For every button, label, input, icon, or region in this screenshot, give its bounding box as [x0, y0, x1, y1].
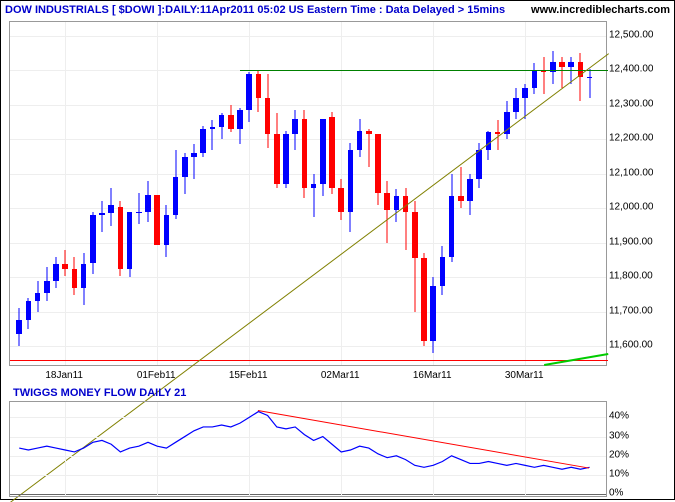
x-tick-label: 30Mar11 [505, 370, 544, 381]
x-tick-label: 15Feb11 [229, 370, 268, 381]
indicator-y-tick: 10% [609, 468, 629, 479]
trend-line [10, 360, 608, 361]
watermark: www.incrediblecharts.com [531, 4, 670, 16]
y-tick-label: 12,400.00 [609, 64, 654, 75]
x-tick-label: 16Mar11 [413, 370, 452, 381]
x-tick-label: 02Mar11 [321, 370, 360, 381]
y-tick-label: 11,900.00 [609, 236, 653, 247]
x-tick-label: 01Feb11 [137, 370, 176, 381]
y-tick-label: 12,500.00 [609, 29, 654, 40]
y-tick-label: 11,800.00 [609, 271, 653, 282]
chart-title: DOW INDUSTRIALS [ $DOWI ]:DAILY:11Apr201… [5, 4, 505, 16]
indicator-y-tick: 0% [609, 488, 623, 499]
indicator-label: TWIGGS MONEY FLOW DAILY 21 [13, 387, 186, 399]
y-tick-label: 12,100.00 [609, 167, 654, 178]
indicator-y-tick: 30% [609, 430, 629, 441]
indicator-y-tick: 20% [609, 449, 629, 460]
x-tick-label: 18Jan11 [45, 370, 83, 381]
y-tick-label: 12,300.00 [609, 98, 654, 109]
indicator-chart [9, 401, 607, 497]
y-tick-label: 12,000.00 [609, 202, 654, 213]
indicator-y-tick: 40% [609, 411, 629, 422]
y-tick-label: 11,600.00 [609, 340, 653, 351]
main-candlestick-chart [9, 21, 607, 366]
y-tick-label: 11,700.00 [609, 305, 653, 316]
x-axis: 18Jan11 01Feb11 15Feb11 02Mar11 16Mar11 30Mar… [9, 366, 607, 384]
main-y-axis: 11,600.00 11,700.00 11,800.00 11,900.00 12,0… [609, 21, 675, 366]
trend-line [240, 70, 608, 71]
y-tick-label: 12,200.00 [609, 133, 654, 144]
indicator-y-axis: 0% 10% 20% 30% 40% [609, 401, 669, 497]
tmf-line [19, 412, 589, 470]
